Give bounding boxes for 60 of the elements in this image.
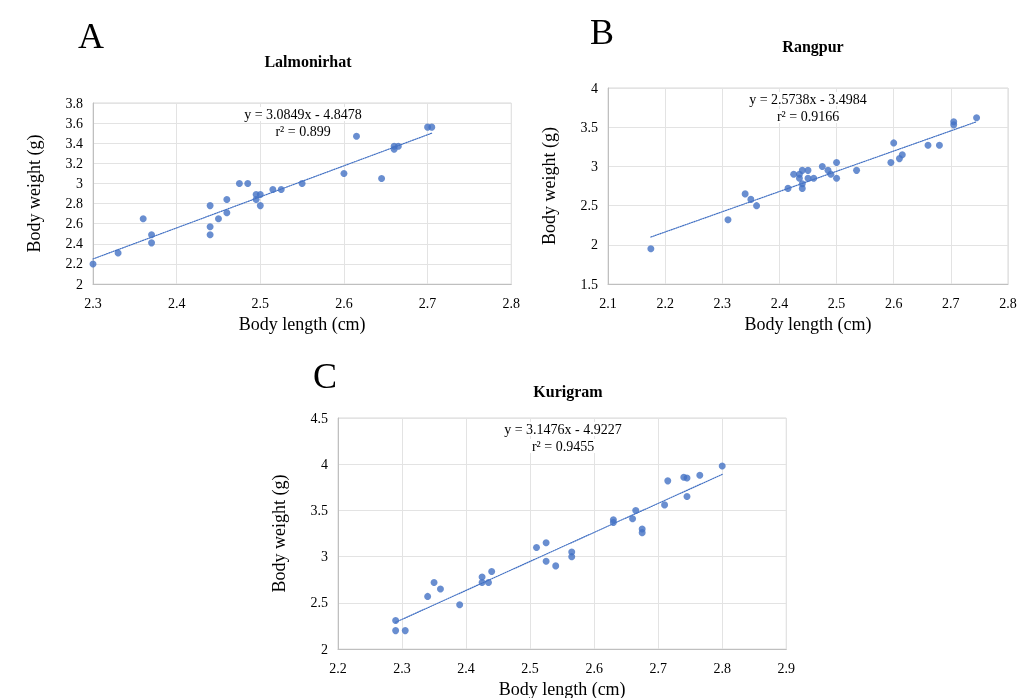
y-axis-title: Body weight (g) <box>24 134 45 253</box>
x-axis-title: Body length (cm) <box>498 679 626 698</box>
y-tick-label: 2 <box>321 641 328 657</box>
y-tick-label: 3 <box>591 158 598 174</box>
y-tick-label: 2 <box>76 276 83 292</box>
chart-title: Rangpur <box>782 37 844 56</box>
x-tick-label: 2.6 <box>884 295 903 311</box>
chart-title: Lalmonirhat <box>264 52 353 70</box>
y-tick-label: 2.5 <box>310 595 328 611</box>
y-axis-title: Body weight (g) <box>539 127 560 246</box>
x-tick-label: 2.7 <box>649 660 667 676</box>
y-axis-title: Body weight (g) <box>269 474 290 593</box>
annotation: r² = 0.899 <box>275 123 331 139</box>
annotation: y = 3.0849x - 4.8478 <box>244 106 362 122</box>
x-tick-label: 2.8 <box>713 660 731 676</box>
x-tick-label: 2.4 <box>770 295 789 311</box>
y-tick-label: 1.5 <box>580 276 598 292</box>
y-tick-label: 3 <box>76 175 83 191</box>
y-tick-label: 3.2 <box>65 155 83 171</box>
text: B <box>590 12 615 52</box>
x-tick-label: 2.6 <box>335 295 353 311</box>
text: A <box>78 16 104 56</box>
y-tick-label: 3.6 <box>65 115 83 131</box>
y-tick-label: 2.8 <box>65 196 83 212</box>
annotation: y = 3.1476x - 4.9227 <box>504 421 622 437</box>
annotation: y = 2.5738x - 3.4984 <box>749 91 867 107</box>
x-tick-label: 2.7 <box>418 295 437 311</box>
x-tick-label: 2.9 <box>777 660 795 676</box>
y-tick-label: 3.4 <box>65 135 83 151</box>
x-tick-label: 2.8 <box>502 295 520 311</box>
y-tick-label: 3.5 <box>580 119 598 135</box>
x-tick-label: 2.5 <box>827 295 846 311</box>
x-tick-label: 2.8 <box>999 295 1017 311</box>
x-tick-label: 2.4 <box>457 660 475 676</box>
x-tick-label: 2.4 <box>167 295 186 311</box>
y-tick-label: 2.6 <box>65 216 83 232</box>
x-tick-label: 2.2 <box>656 295 674 311</box>
x-axis-title: Body length (cm) <box>744 314 872 335</box>
x-tick-label: 2.3 <box>393 660 411 676</box>
x-tick-label: 2.3 <box>713 295 732 311</box>
y-tick-label: 2 <box>591 237 598 253</box>
annotation: r² = 0.9455 <box>531 438 595 454</box>
x-axis-title: Body length (cm) <box>238 314 366 335</box>
y-tick-label: 3.5 <box>310 502 328 518</box>
y-tick-label: 3 <box>321 549 328 565</box>
y-tick-label: 4 <box>321 456 328 472</box>
x-tick-label: 2.7 <box>942 295 960 311</box>
y-tick-label: 2.2 <box>65 256 83 272</box>
x-tick-label: 2.5 <box>521 660 539 676</box>
y-tick-label: 4 <box>591 80 598 96</box>
x-tick-label: 2.3 <box>84 295 102 311</box>
annotation: r² = 0.9166 <box>776 108 840 124</box>
x-tick-label: 2.5 <box>251 295 270 311</box>
y-tick-label: 4.5 <box>310 410 328 426</box>
y-tick-label: 3.8 <box>65 95 83 111</box>
x-tick-label: 2.1 <box>599 295 617 311</box>
y-tick-label: 2.4 <box>65 236 83 252</box>
y-tick-label: 2.5 <box>580 198 598 214</box>
chart-title: Kurigram <box>533 382 604 401</box>
text: C <box>313 356 338 396</box>
